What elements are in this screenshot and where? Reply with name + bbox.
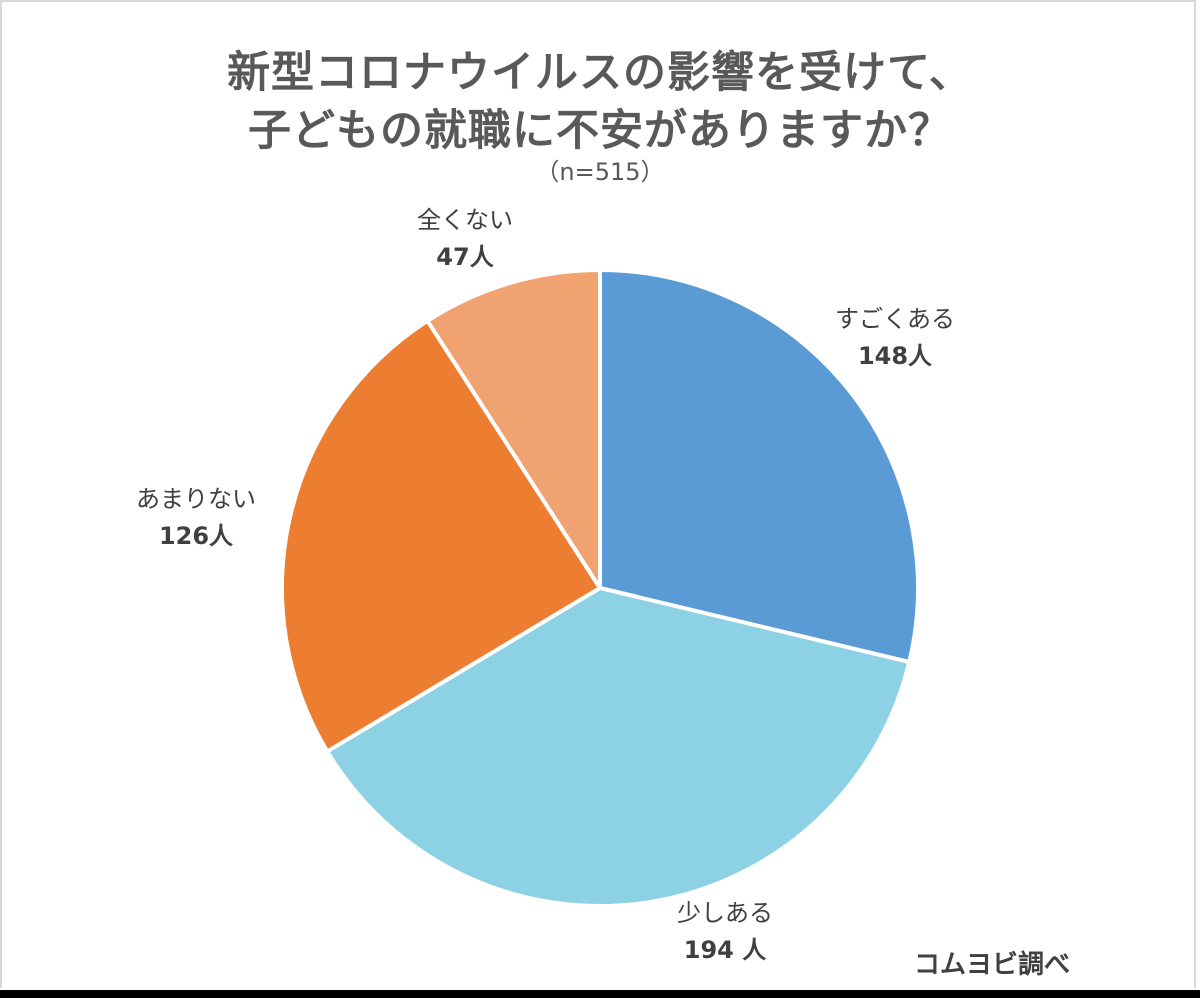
slice-label-4: 全くない	[417, 206, 513, 234]
chart-title-line-2: 子どもの就職に不安がありますか？	[248, 106, 952, 156]
slice-label-2: 少しある	[677, 899, 773, 927]
slice-value-4: 47人	[436, 243, 493, 271]
chart-subtitle: （n=515）	[535, 158, 665, 186]
pie-slice-1	[598, 268, 920, 664]
pie-slice-2	[325, 586, 912, 908]
slice-label-3: あまりない	[136, 485, 256, 513]
chart-title-line-1: 新型コロナウイルスの影響を受けて、	[227, 48, 973, 98]
source-credit: コムヨビ調べ	[914, 950, 1071, 980]
slice-label-1: すごくある	[835, 305, 955, 333]
bottom-border	[0, 990, 1200, 998]
pie-slice-4	[425, 268, 602, 590]
slice-value-3: 126人	[159, 522, 233, 550]
pie-slice-3	[280, 318, 602, 754]
slice-value-2: 194 人	[684, 936, 766, 964]
slice-value-1: 148人	[858, 342, 932, 370]
